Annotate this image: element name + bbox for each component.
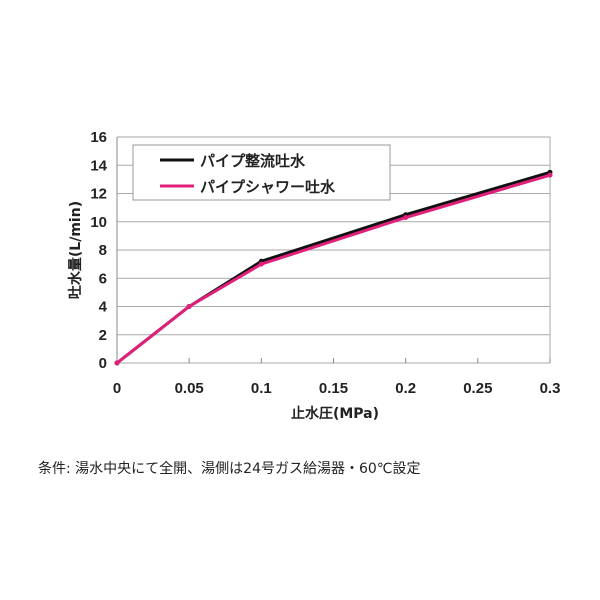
footnote: 条件: 湯水中央にて全開、湯側は24号ガス給湯器・60℃設定 [38, 461, 421, 477]
data-point-1 [547, 172, 553, 178]
y-tick-label: 0 [99, 355, 107, 372]
x-tick-label: 0.2 [395, 380, 416, 397]
y-tick-label: 2 [99, 327, 107, 344]
data-point-1 [258, 261, 264, 267]
data-point-1 [114, 360, 120, 366]
data-point-1 [403, 215, 409, 221]
x-axis-label: 止水圧(MPa) [291, 405, 379, 422]
x-tick-label: 0.15 [319, 380, 348, 397]
x-ticks: 0 0.05 0.1 0.15 0.2 0.25 0.3 [113, 380, 561, 397]
data-point-1 [186, 304, 192, 309]
y-axis-label: 吐水量(L/min) [67, 201, 84, 299]
x-tick-label: 0.1 [251, 380, 272, 397]
y-tick-label: 16 [90, 129, 107, 146]
y-ticks: 0 2 4 6 8 10 12 14 16 [90, 129, 107, 372]
legend: パイプ整流吐水 パイプシャワー吐水 [132, 144, 391, 201]
x-tick-label: 0.3 [540, 380, 561, 397]
x-tick-label: 0.05 [175, 380, 204, 397]
legend-label-0: パイプ整流吐水 [200, 152, 306, 170]
y-tick-label: 6 [99, 270, 107, 287]
y-tick-label: 10 [90, 214, 107, 231]
y-tick-label: 8 [99, 242, 107, 259]
legend-label-1: パイプシャワー吐水 [200, 178, 336, 196]
y-tick-label: 12 [90, 186, 107, 203]
y-tick-label: 4 [99, 299, 108, 316]
x-tick-label: 0.25 [463, 380, 492, 397]
series-lines [114, 169, 553, 366]
x-tick-label: 0 [113, 380, 121, 397]
y-tick-label: 14 [90, 157, 107, 174]
